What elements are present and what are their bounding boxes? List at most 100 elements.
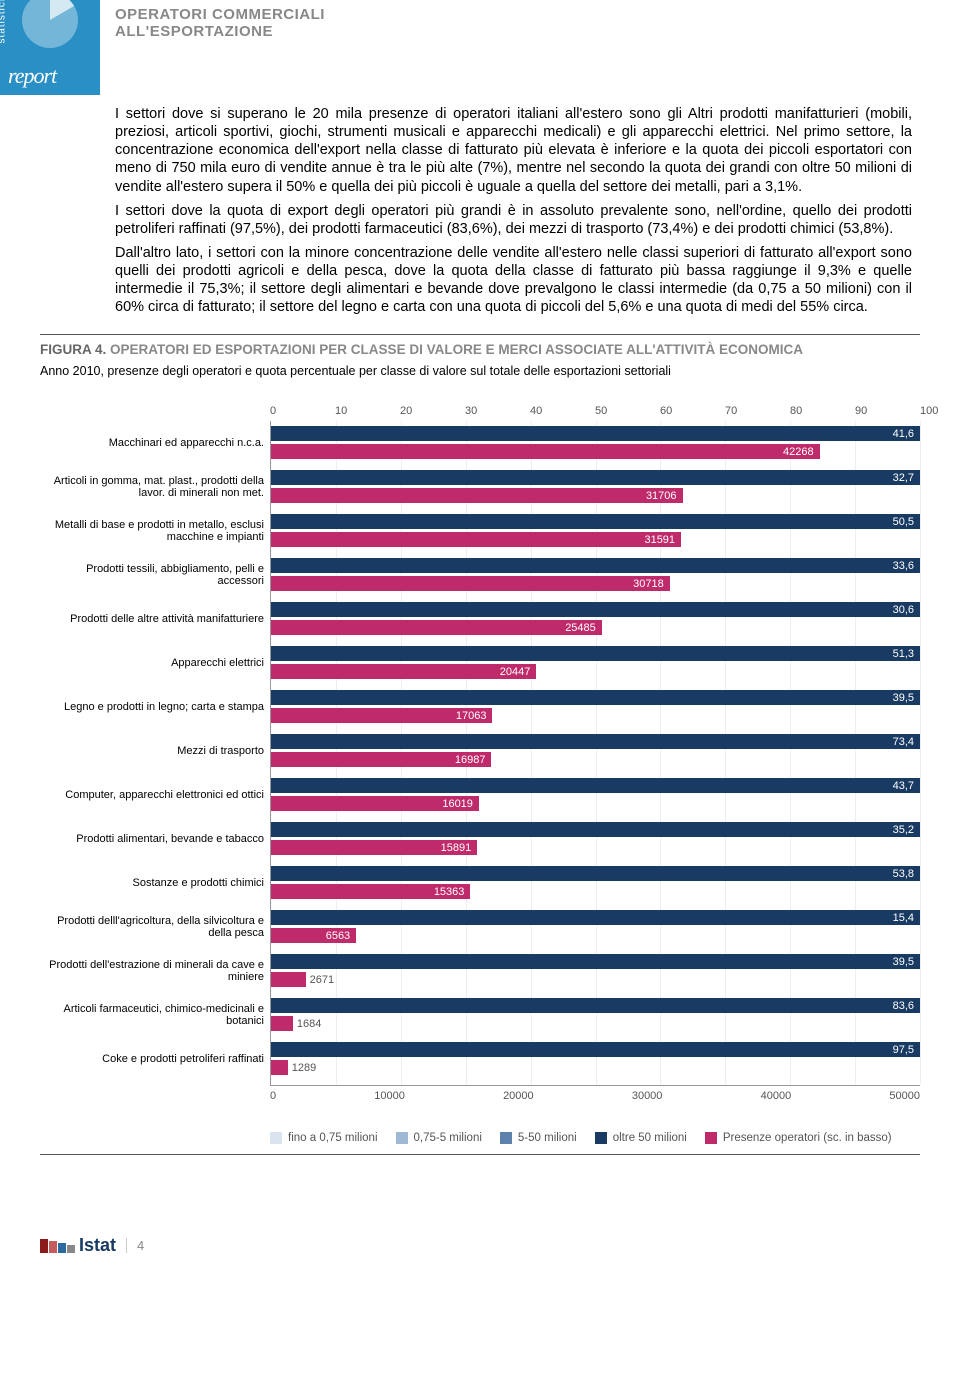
istat-boxes-icon (40, 1239, 75, 1253)
category-label: Articoli farmaceutici, chimico-medicinal… (40, 993, 264, 1037)
bar-front-label: 20447 (500, 666, 531, 678)
figure-heading: FIGURA 4. OPERATORI ED ESPORTAZIONI PER … (40, 341, 920, 359)
bar-front-label: 6563 (326, 930, 350, 942)
legend-label: fino a 0,75 milioni (288, 1132, 378, 1144)
chart-row: 32,7 31706 (271, 465, 920, 509)
bar-back: 73,4 (271, 734, 920, 749)
separator-top (40, 334, 920, 335)
legend-item: oltre 50 milioni (595, 1132, 687, 1144)
legend-item: 0,75-5 milioni (396, 1132, 482, 1144)
chart: Macchinari ed apparecchi n.c.a.Articoli … (40, 397, 920, 1122)
chart-row: 41,6 42268 (271, 421, 920, 465)
paragraph-3: Dall'altro lato, i settori con la minore… (115, 244, 912, 317)
istat-box-icon (49, 1241, 57, 1253)
bar-back: 39,5 (271, 954, 920, 969)
bar-front: 20447 (271, 664, 536, 679)
chart-row: 53,8 15363 (271, 861, 920, 905)
paragraph-1: I settori dove si superano le 20 mila pr… (115, 105, 912, 196)
bar-back: 83,6 (271, 998, 920, 1013)
bar-front-label: 31591 (644, 534, 675, 546)
bar-back: 43,7 (271, 778, 920, 793)
bar-back-label: 30,6 (893, 604, 914, 616)
category-label: Apparecchi elettrici (40, 641, 264, 685)
bar-front-label: 16019 (442, 798, 473, 810)
bar-front: 31591 (271, 532, 681, 547)
bar-front-label: 15891 (441, 842, 472, 854)
category-label: Articoli in gomma, mat. plast., prodotti… (40, 465, 264, 509)
category-label: Macchinari ed apparecchi n.c.a. (40, 421, 264, 465)
chart-row: 51,320447 (271, 641, 920, 685)
grid-line (920, 421, 921, 1085)
category-label: Prodotti dell'estrazione di minerali da … (40, 949, 264, 993)
legend-label: Presenze operatori (sc. in basso) (723, 1132, 892, 1144)
category-label: Prodotti tessili, abbigliamento, pelli e… (40, 553, 264, 597)
pie-icon (20, 0, 80, 60)
category-label: Legno e prodotti in legno; carta e stamp… (40, 685, 264, 729)
statistiche-label: statistiche (0, 0, 8, 43)
bar-front-label: 1684 (297, 1018, 321, 1030)
bar-back: 39,5 (271, 690, 920, 705)
bar-front-label: 31706 (646, 490, 677, 502)
page-number: 4 (126, 1238, 144, 1253)
bar-front: 15363 (271, 884, 470, 899)
bar-front: 1289 (271, 1060, 288, 1075)
legend-item: fino a 0,75 milioni (270, 1132, 378, 1144)
chart-row: 35,2 15891 (271, 817, 920, 861)
bar-front-label: 42268 (783, 446, 814, 458)
legend: fino a 0,75 milioni 0,75-5 milioni 5-50 mi… (270, 1132, 920, 1144)
bar-back-label: 33,6 (893, 560, 914, 572)
istat-box-icon (67, 1245, 75, 1253)
legend-swatch-icon (500, 1132, 512, 1144)
istat-word: Istat (79, 1235, 116, 1256)
bar-front: 42268 (271, 444, 820, 459)
bar-back: 97,5 (271, 1042, 920, 1057)
bar-front-label: 2671 (310, 974, 334, 986)
bar-front: 31706 (271, 488, 683, 503)
bar-back: 15,4 (271, 910, 920, 925)
category-label: Prodotti delll'agricoltura, della silvic… (40, 905, 264, 949)
chart-row: 43,7 16019 (271, 773, 920, 817)
bar-back-label: 35,2 (893, 824, 914, 836)
bar-back: 53,8 (271, 866, 920, 881)
legend-swatch-icon (396, 1132, 408, 1144)
bar-front-label: 25485 (565, 622, 596, 634)
legend-label: oltre 50 milioni (613, 1132, 687, 1144)
bar-front: 15891 (271, 840, 477, 855)
chart-row: 73,416987 (271, 729, 920, 773)
bar-front-label: 1289 (292, 1062, 316, 1074)
chart-row: 30,6 25485 (271, 597, 920, 641)
header-title: OPERATORI COMMERCIALI ALL'ESPORTAZIONE (115, 0, 325, 40)
bar-front: 25485 (271, 620, 602, 635)
report-word: report (8, 63, 92, 89)
figure-title: OPERATORI ED ESPORTAZIONI PER CLASSE DI … (110, 342, 803, 357)
page-header: statistiche report OPERATORI COMMERCIALI… (0, 0, 960, 95)
bar-back: 33,6 (271, 558, 920, 573)
bar-back-label: 15,4 (893, 912, 914, 924)
bar-front: 16019 (271, 796, 479, 811)
bar-front-label: 17063 (456, 710, 487, 722)
paragraph-2: I settori dove la quota di export degli … (115, 202, 912, 238)
axis-bottom-tick: 20000 (503, 1090, 534, 1102)
bar-front: 2671 (271, 972, 306, 987)
bar-back: 30,6 (271, 602, 920, 617)
legend-item: Presenze operatori (sc. in basso) (705, 1132, 892, 1144)
report-logo: statistiche report (0, 0, 100, 95)
chart-row: 97,5 1289 (271, 1037, 920, 1081)
bar-back-label: 97,5 (893, 1044, 914, 1056)
bar-back-label: 73,4 (893, 736, 914, 748)
bar-back: 35,2 (271, 822, 920, 837)
legend-label: 5-50 milioni (518, 1132, 577, 1144)
istat-logo: Istat (40, 1235, 116, 1256)
title-line-2: ALL'ESPORTAZIONE (115, 23, 325, 40)
bar-back-label: 32,7 (893, 472, 914, 484)
bar-back-label: 39,5 (893, 692, 914, 704)
category-label: Coke e prodotti petroliferi raffinati (40, 1037, 264, 1081)
bar-back-label: 41,6 (893, 428, 914, 440)
axis-bottom-tick: 50000 (889, 1090, 920, 1102)
category-labels: Macchinari ed apparecchi n.c.a.Articoli … (40, 397, 270, 1122)
istat-box-icon (40, 1239, 48, 1253)
istat-box-icon (58, 1243, 66, 1253)
chart-row: 15,4 6563 (271, 905, 920, 949)
axis-bottom-tick: 30000 (632, 1090, 663, 1102)
figure-subtitle: Anno 2010, presenze degli operatori e qu… (40, 363, 920, 379)
